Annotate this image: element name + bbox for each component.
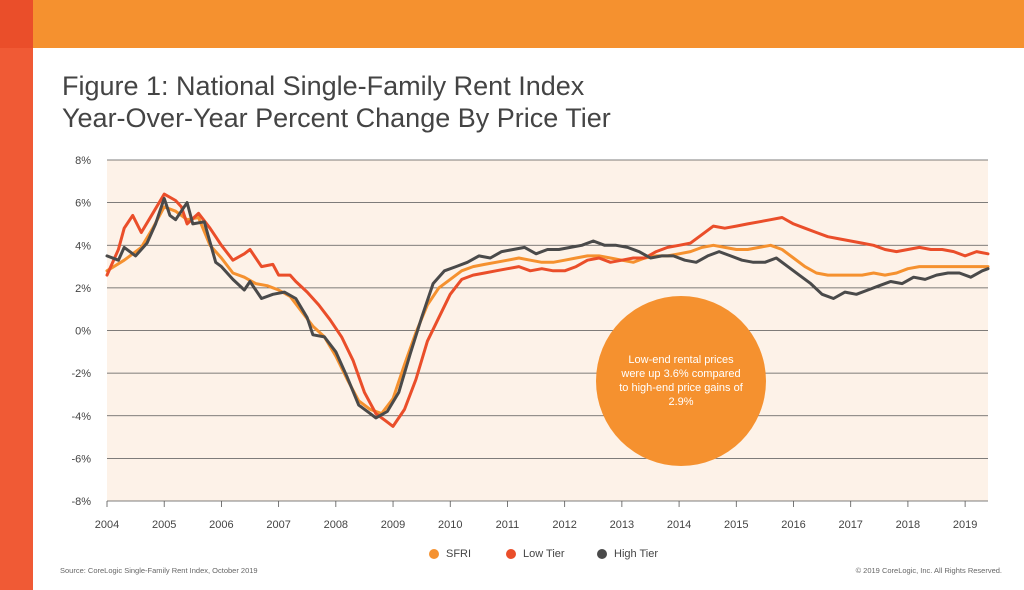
x-tick-label: 2017 bbox=[838, 519, 862, 531]
y-tick-label: 2% bbox=[75, 283, 91, 295]
series-line-sfri bbox=[105, 205, 990, 416]
y-tick-label: 0% bbox=[75, 326, 91, 338]
x-tick-label: 2006 bbox=[209, 519, 233, 531]
x-tick-label: 2009 bbox=[381, 519, 405, 531]
x-tick-label: 2019 bbox=[953, 519, 977, 531]
chart-legend: SFRI Low Tier High Tier bbox=[0, 548, 1024, 562]
y-tick-label: -4% bbox=[71, 411, 91, 423]
callout-text: Low-end rental prices were up 3.6% compa… bbox=[619, 354, 743, 408]
x-tick-label: 2005 bbox=[152, 519, 176, 531]
series-line-low-tier bbox=[105, 192, 990, 428]
y-tick-label: 4% bbox=[75, 240, 91, 252]
x-tick-label: 2004 bbox=[95, 519, 119, 531]
chart-title: Figure 1: National Single-Family Rent In… bbox=[62, 70, 611, 134]
y-tick-label: 6% bbox=[75, 198, 91, 210]
x-tick-label: 2018 bbox=[896, 519, 920, 531]
chart-title-line-1: Figure 1: National Single-Family Rent In… bbox=[62, 71, 585, 101]
source-note: Source: CoreLogic Single-Family Rent Ind… bbox=[60, 566, 258, 575]
x-tick-label: 2012 bbox=[552, 519, 576, 531]
legend-dot bbox=[597, 549, 607, 559]
y-tick-label: 8% bbox=[75, 155, 91, 167]
legend-label: Low Tier bbox=[523, 548, 565, 560]
y-tick-label: -8% bbox=[71, 496, 91, 508]
y-tick-label: -6% bbox=[71, 453, 91, 465]
legend-label: High Tier bbox=[614, 548, 659, 560]
x-tick-label: 2015 bbox=[724, 519, 748, 531]
x-tick-label: 2014 bbox=[667, 519, 691, 531]
series-line-high-tier bbox=[105, 196, 990, 420]
legend-dot bbox=[429, 549, 439, 559]
legend-dot bbox=[506, 549, 516, 559]
chart-title-line-2: Year-Over-Year Percent Change By Price T… bbox=[62, 103, 611, 133]
legend-item: Low Tier bbox=[506, 548, 565, 560]
legend-item: SFRI bbox=[429, 548, 471, 560]
copyright-note: © 2019 CoreLogic, Inc. All Rights Reserv… bbox=[855, 566, 1002, 575]
callout-bubble: Low-end rental prices were up 3.6% compa… bbox=[596, 296, 766, 466]
x-tick-label: 2010 bbox=[438, 519, 462, 531]
x-tick-label: 2013 bbox=[610, 519, 634, 531]
x-tick-label: 2016 bbox=[781, 519, 805, 531]
header-band bbox=[0, 0, 1024, 48]
legend-label: SFRI bbox=[446, 548, 472, 560]
left-accent-bar bbox=[0, 48, 33, 590]
y-tick-label: -2% bbox=[71, 368, 91, 380]
legend-item: High Tier bbox=[597, 548, 658, 560]
x-tick-label: 2007 bbox=[266, 519, 290, 531]
header-band-accent bbox=[0, 0, 33, 48]
x-tick-label: 2011 bbox=[496, 519, 520, 531]
x-tick-label: 2008 bbox=[324, 519, 348, 531]
